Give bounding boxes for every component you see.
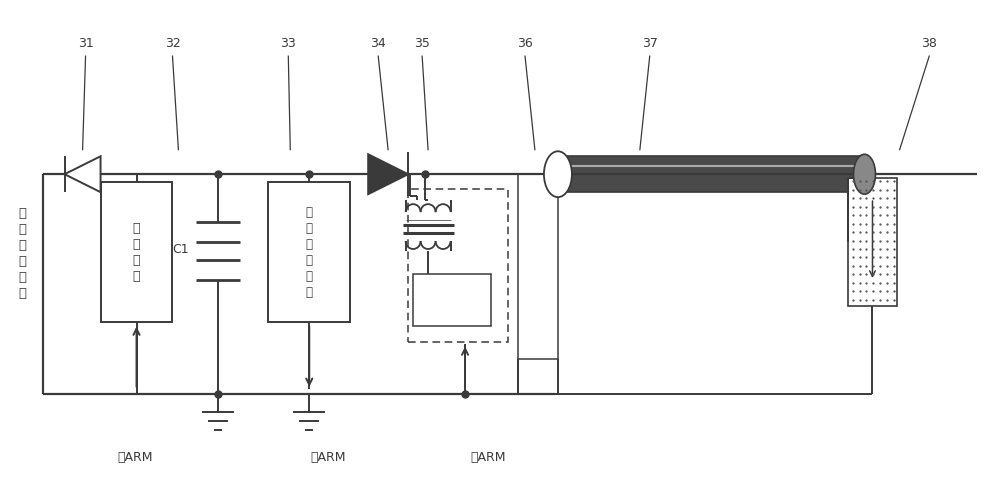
- FancyBboxPatch shape: [101, 182, 172, 322]
- FancyBboxPatch shape: [558, 156, 864, 192]
- Text: 自ARM: 自ARM: [118, 452, 153, 465]
- Text: 34: 34: [370, 37, 386, 49]
- Text: 自ARM: 自ARM: [470, 452, 506, 465]
- Ellipse shape: [854, 154, 875, 194]
- FancyBboxPatch shape: [518, 174, 558, 359]
- Text: 32: 32: [165, 37, 180, 49]
- Text: 33: 33: [280, 37, 296, 49]
- FancyBboxPatch shape: [408, 189, 508, 342]
- Text: C1: C1: [172, 242, 189, 256]
- FancyBboxPatch shape: [413, 274, 491, 326]
- Polygon shape: [368, 154, 408, 194]
- FancyBboxPatch shape: [848, 178, 897, 306]
- Text: 泄
放
模
块: 泄 放 模 块: [133, 221, 140, 283]
- Text: 31: 31: [78, 37, 93, 49]
- Text: 去ARM: 去ARM: [310, 452, 346, 465]
- FancyBboxPatch shape: [268, 182, 350, 322]
- Text: 电
压
测
量
模
块: 电 压 测 量 模 块: [306, 206, 313, 298]
- Text: 可
调
直
流
输
入: 可 调 直 流 输 入: [19, 208, 27, 300]
- Text: 37: 37: [642, 37, 658, 49]
- Text: 38: 38: [921, 37, 937, 49]
- Polygon shape: [65, 156, 101, 192]
- Text: 36: 36: [517, 37, 533, 49]
- Ellipse shape: [544, 151, 572, 197]
- Text: 35: 35: [414, 37, 430, 49]
